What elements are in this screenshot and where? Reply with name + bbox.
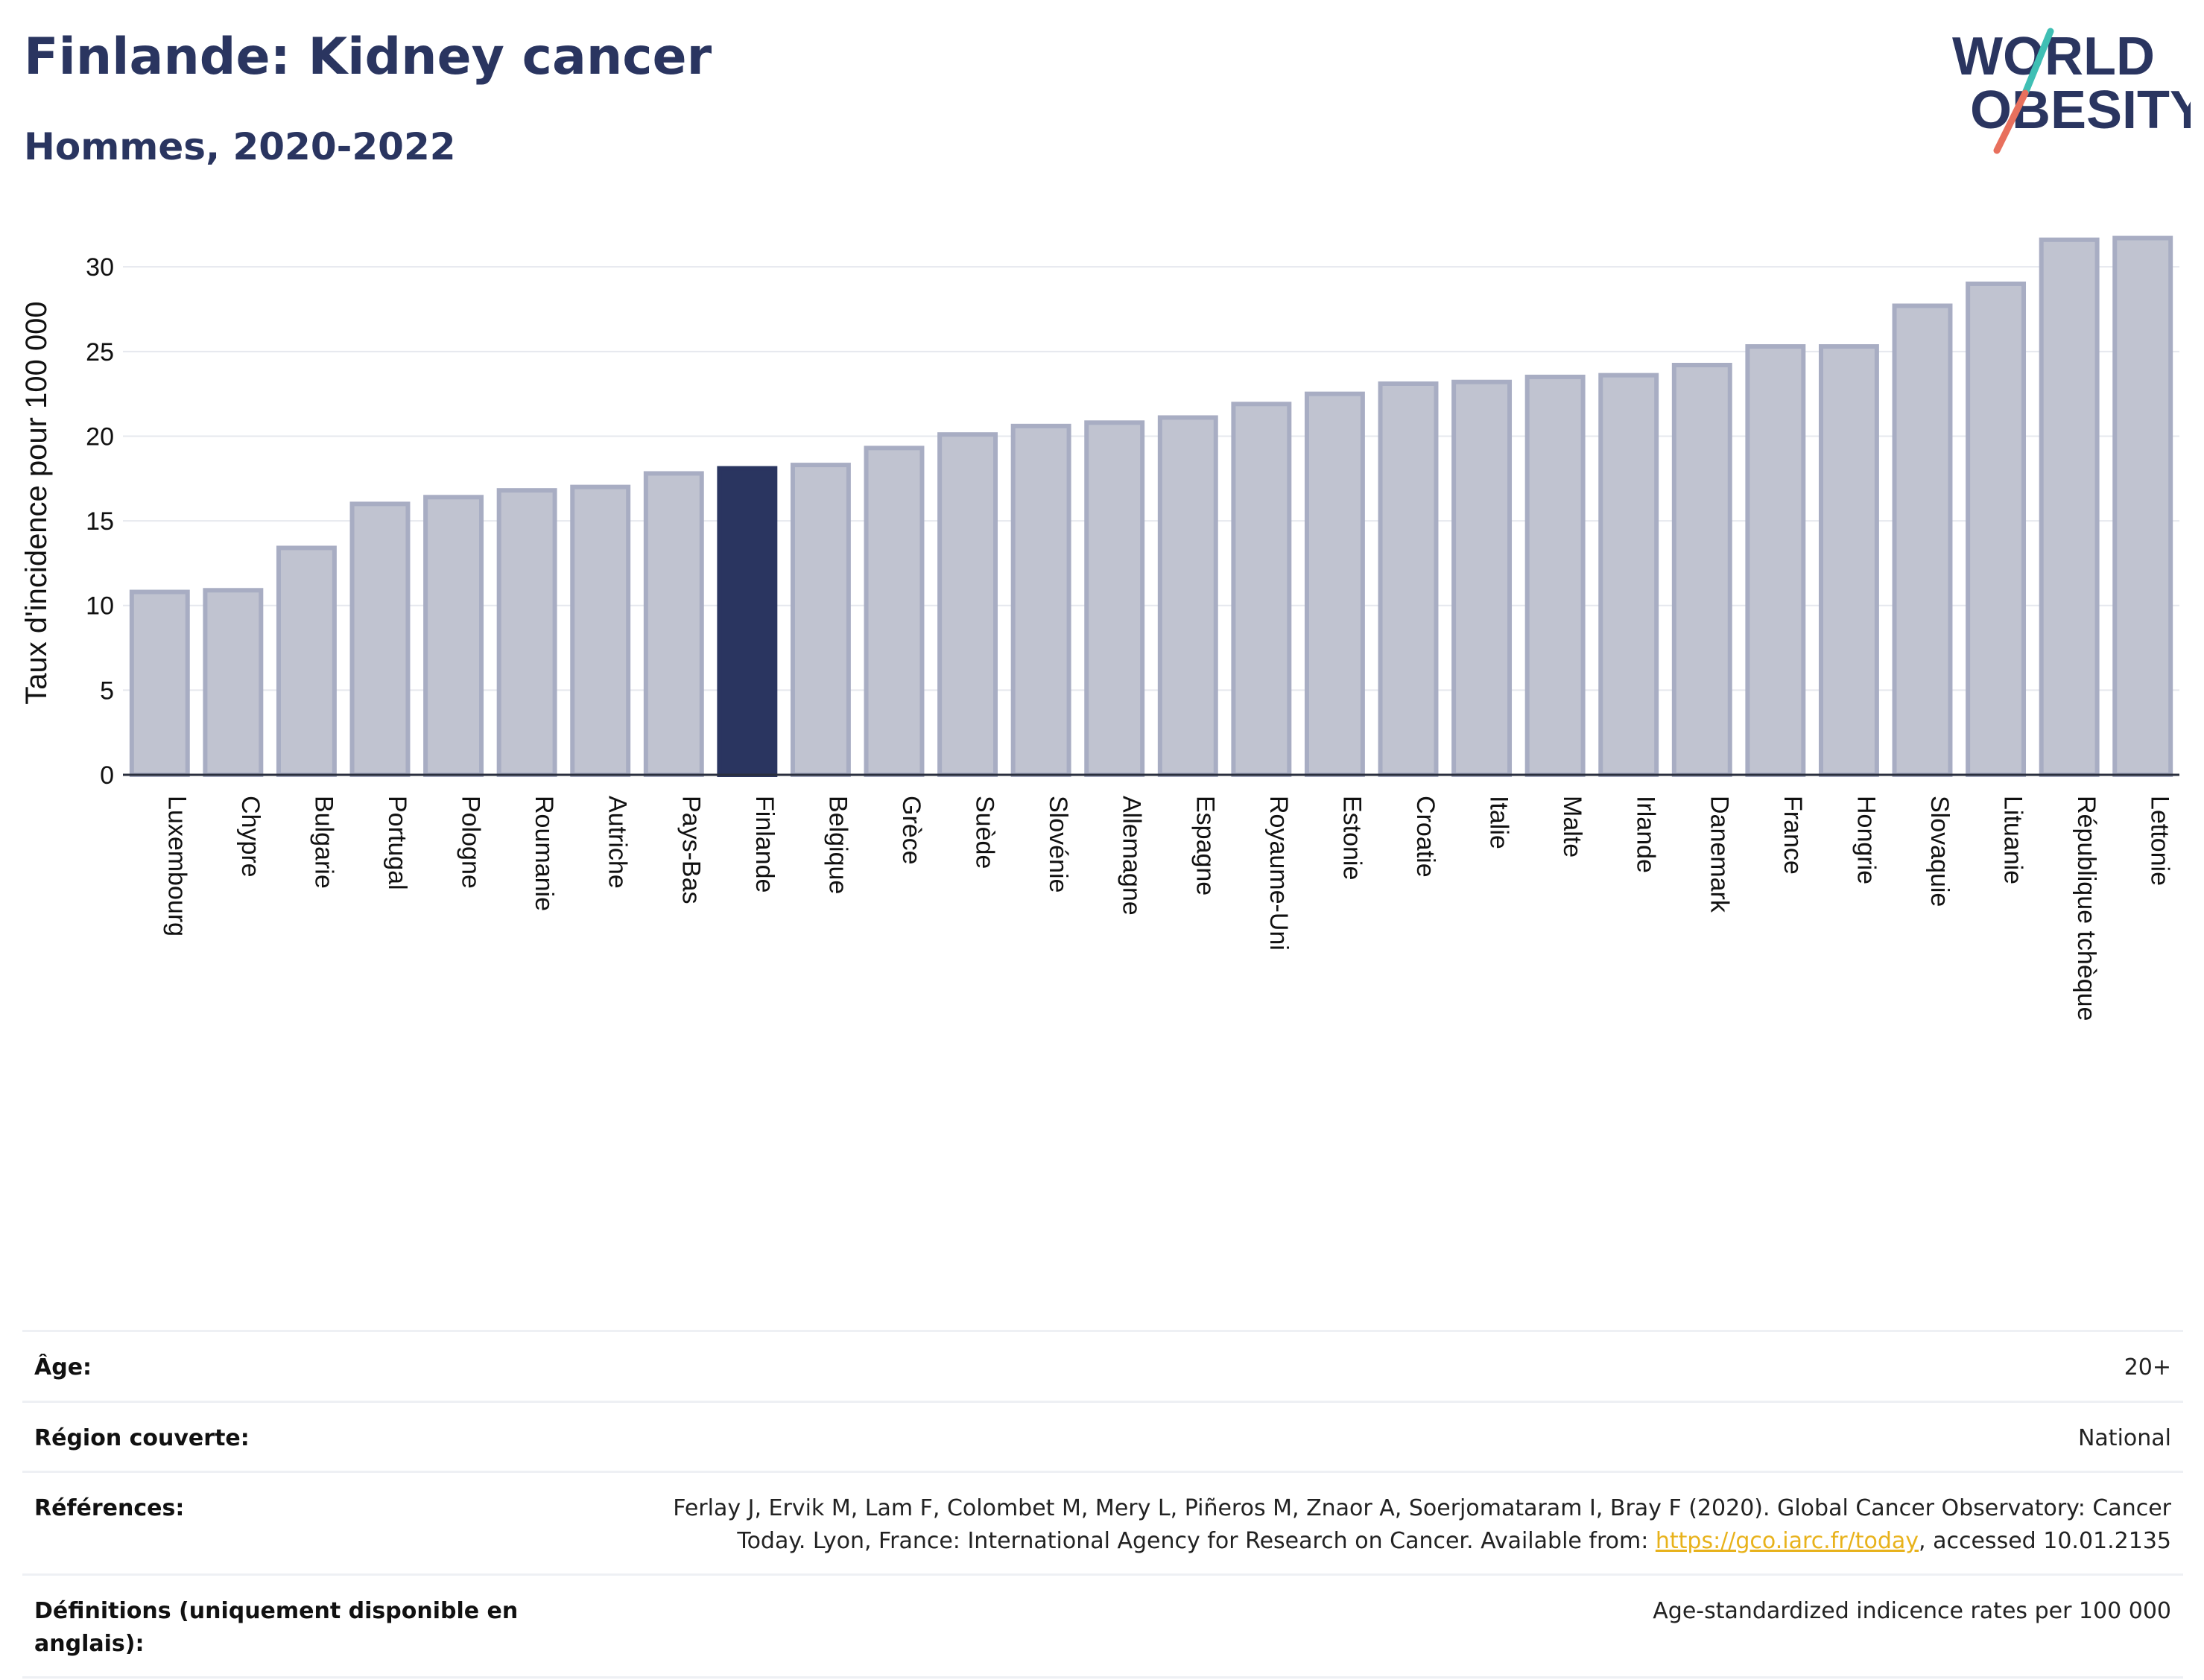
bar [2039,237,2100,777]
y-tick-label: 5 [100,676,114,705]
bar [937,432,998,777]
bar [496,488,557,777]
meta-value: 20+ [2124,1354,2171,1381]
x-tick-label: Suède [971,796,999,869]
x-tick-label: Pays-Bas [677,796,705,904]
y-tick-label: 15 [86,507,114,536]
bar [1745,344,1806,777]
bar [1010,423,1071,777]
meta-label: Région couverte: [34,1424,250,1451]
bar [570,484,631,777]
bars [129,235,2173,778]
x-tick-label: Irlande [1632,796,1660,873]
bar [1157,415,1218,777]
x-tick-label: Chypre [236,796,265,878]
bar [349,501,411,777]
y-axis-ticks: 0 5 10 15 20 25 30 [86,253,114,790]
bar [2112,235,2173,777]
meta-value: Ferlay J, Ervik M, Lam F, Colombet M, Me… [636,1492,2171,1557]
x-tick-label: Lituanie [1999,796,2027,884]
x-tick-label: Pologne [457,796,485,889]
meta-row-age: Âge: 20+ [22,1332,2183,1403]
world-obesity-logo: WORLD OBESITY [1952,27,2191,154]
logo-slash-coral [1993,89,2029,154]
meta-value: National [2077,1424,2171,1451]
logo-slash-teal [2021,28,2054,97]
bar-highlight [717,466,778,777]
x-tick-label: Bulgarie [309,796,338,889]
x-tick-label: Slovaquie [1925,796,1954,907]
y-tick-label: 20 [86,422,114,451]
x-tick-label: Grèce [897,796,925,865]
bar [203,588,264,777]
x-tick-label: République tchèque [2072,796,2100,1021]
bar [1671,363,1732,777]
reference-text: Ferlay J, Ervik M, Lam F, Colombet M, Me… [673,1495,2171,1554]
bar [1451,379,1513,777]
x-tick-label: Allemagne [1118,796,1146,916]
bar [1231,402,1292,777]
x-tick-label: Italie [1485,796,1513,849]
x-tick-label: Luxembourg [162,796,191,936]
x-tick-label: Autriche [604,796,632,889]
bar [423,495,484,777]
bar [1818,344,1879,777]
x-axis-labels: Luxembourg Chypre Bulgarie Portugal Pologne R… [162,796,2173,1021]
x-tick-label: Belgique [823,796,852,894]
meta-row-references: Références: Ferlay J, Ervik M, Lam F, Co… [22,1473,2183,1576]
meta-value: Age-standardized indicence rates per 100… [1653,1598,2171,1624]
x-tick-label: Portugal [383,796,411,890]
meta-label: Âge: [34,1354,92,1381]
x-tick-label: France [1779,796,1807,875]
x-tick-label: Estonie [1337,796,1366,880]
meta-label: Définitions (uniquement disponible en an… [34,1598,519,1657]
x-tick-label: Croatie [1411,796,1440,878]
bar [1084,420,1145,777]
x-tick-label: Danemark [1705,796,1733,913]
x-tick-label: Hongrie [1852,796,1880,884]
x-tick-label: Roumanie [530,796,558,911]
y-tick-label: 0 [100,761,114,790]
page-subtitle: Hommes, 2020-2022 [24,125,456,168]
metadata-table: Âge: 20+ Région couverte: National Référ… [22,1330,2183,1679]
bar [1598,373,1659,777]
logo-line1: WORLD [1952,27,2155,86]
bar [864,446,925,777]
bar [1304,391,1365,777]
bar [129,589,190,778]
y-axis-title: Taux d'incidence pour 100 000 [20,301,53,704]
meta-label: Références: [34,1495,185,1521]
page-title: Finlande: Kidney cancer [24,28,712,86]
reference-link[interactable]: https://gco.iarc.fr/today [1655,1527,1919,1554]
bar [643,471,704,777]
y-tick-label: 25 [86,338,114,367]
y-tick-label: 10 [86,592,114,621]
x-tick-label: Royaume-Uni [1264,796,1293,951]
meta-row-region: Région couverte: National [22,1403,2183,1473]
meta-row-definitions: Définitions (uniquement disponible en an… [22,1576,2183,1679]
x-tick-label: Malte [1558,796,1586,858]
bar-chart: 0 5 10 15 20 25 30 Luxembourg Chypre Bulgarie Por… [20,235,2179,1021]
y-tick-label: 30 [86,253,114,282]
x-tick-label: Lettonie [2146,796,2174,886]
x-tick-label: Slovénie [1044,796,1072,893]
bar [1892,303,1953,778]
bar [1966,281,2027,777]
bar [1378,381,1439,777]
bar [1524,374,1586,777]
bar [276,545,337,777]
bar [790,463,851,777]
reference-accessed: , accessed 10.01.2135 [1919,1527,2171,1554]
x-tick-label: Espagne [1191,796,1219,896]
x-tick-label: Finlande [750,796,779,893]
